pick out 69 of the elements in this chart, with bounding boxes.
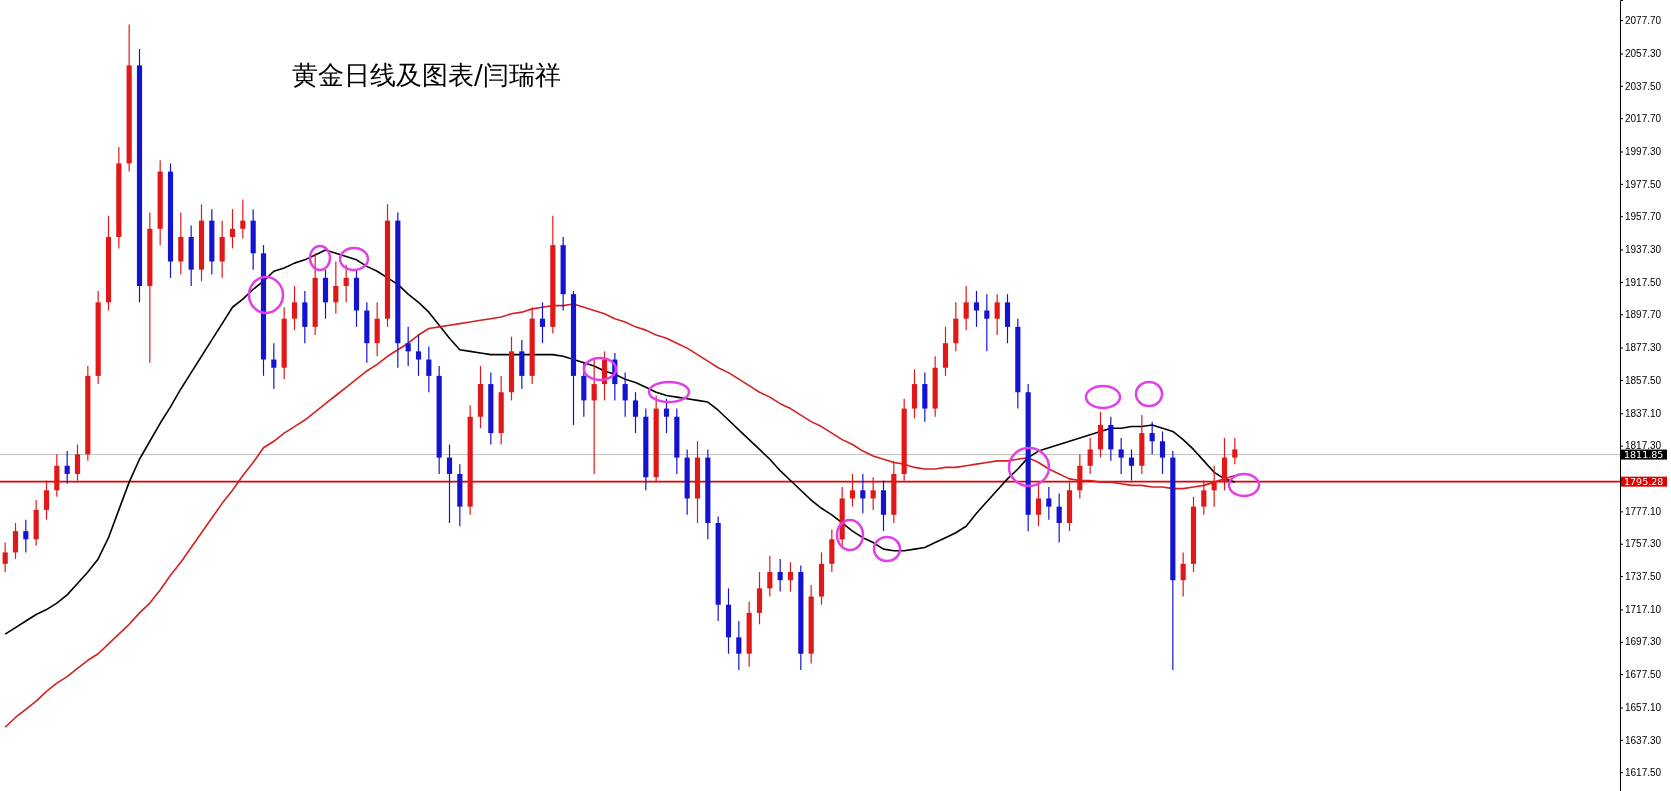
candlestick — [229, 208, 236, 250]
candlestick — [12, 522, 19, 560]
candlestick — [870, 476, 876, 511]
y-tick-label: 1777.10 — [1625, 506, 1662, 518]
y-tick-label: 1657.10 — [1625, 702, 1662, 714]
candlestick — [860, 473, 866, 514]
text: 黄金日线及图表/闫瑞祥 — [292, 60, 561, 90]
candlestick — [994, 293, 1000, 336]
y-tick-label: 1677.50 — [1625, 668, 1662, 680]
candlestick — [2, 541, 8, 573]
candlestick — [963, 285, 969, 331]
candlestick — [1087, 437, 1093, 475]
candlestick — [1128, 448, 1135, 482]
candlestick — [973, 290, 980, 328]
ref-line-label: 1795.28 — [1624, 476, 1664, 488]
y-tick-label: 1857.50 — [1625, 374, 1662, 386]
y-tick-label: 2057.30 — [1625, 48, 1662, 60]
candlestick — [415, 334, 422, 377]
candlestick — [787, 561, 794, 593]
y-tick-label: 2077.70 — [1625, 14, 1662, 26]
candlestick — [1232, 437, 1238, 465]
y-tick-label: 1817.30 — [1625, 440, 1662, 452]
candlestick — [1149, 421, 1155, 455]
candlestick — [663, 398, 670, 434]
candlestick — [1211, 465, 1217, 508]
y-tick-label: 1997.30 — [1625, 146, 1662, 158]
y-tick-label: 2037.50 — [1625, 80, 1662, 92]
candlestick — [1201, 479, 1207, 516]
candlestick — [1180, 551, 1186, 598]
candlestick — [632, 391, 639, 434]
candlestick — [240, 198, 246, 240]
candlestick — [849, 473, 856, 508]
candlestick — [767, 555, 773, 598]
candlestick — [1056, 492, 1062, 544]
candlestick — [43, 479, 50, 521]
y-tick-label: 1837.10 — [1625, 408, 1662, 420]
y-tick-label: 1917.50 — [1625, 276, 1662, 288]
candlestick — [777, 558, 783, 593]
y-tick-label: 1617.50 — [1625, 766, 1662, 778]
candlestick — [23, 519, 29, 553]
candlestick — [1118, 437, 1124, 475]
y-tick-label: 1717.10 — [1625, 604, 1662, 616]
candlestick — [343, 264, 349, 303]
candlestick — [1159, 430, 1166, 475]
y-tick-label: 1757.30 — [1625, 538, 1662, 550]
y-tick-label: 1977.50 — [1625, 178, 1662, 190]
candlestick — [446, 443, 453, 524]
y-tick-label: 1637.30 — [1625, 734, 1662, 746]
candlestick — [74, 443, 81, 482]
candlestick — [1046, 486, 1052, 521]
y-tick-label: 1737.50 — [1625, 570, 1662, 582]
y-tick-label: 1897.70 — [1625, 308, 1662, 320]
candlestick — [426, 345, 432, 393]
candlestick — [539, 301, 546, 344]
candlestick — [591, 358, 597, 475]
candlestick — [984, 293, 990, 352]
y-tick-label: 1957.70 — [1625, 210, 1662, 222]
y-tick-label: 2017.70 — [1625, 112, 1662, 124]
y-tick-label: 1697.30 — [1625, 636, 1662, 648]
candlestick — [64, 450, 70, 485]
candlestick — [736, 620, 742, 671]
candlestick — [271, 342, 277, 390]
candlestick — [291, 285, 298, 331]
candlestick — [333, 260, 339, 315]
candlestick — [622, 372, 628, 418]
y-tick-label: 1877.30 — [1625, 342, 1662, 354]
y-tick-label: 1937.30 — [1625, 244, 1662, 256]
candlestick — [405, 326, 411, 367]
ref-line-label: 1811.85 — [1624, 449, 1664, 461]
